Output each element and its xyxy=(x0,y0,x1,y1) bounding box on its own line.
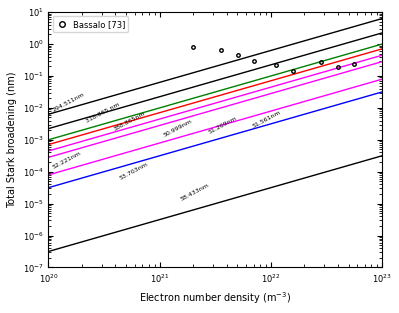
Text: 51.561nm: 51.561nm xyxy=(252,110,282,129)
Text: 318.865 nm: 318.865 nm xyxy=(85,102,120,124)
Text: 51.209nm: 51.209nm xyxy=(207,116,238,135)
X-axis label: Electron number density (m$^{-3}$): Electron number density (m$^{-3}$) xyxy=(139,290,291,306)
Legend: Bassalo [73]: Bassalo [73] xyxy=(53,16,128,32)
Text: 388.865nm: 388.865nm xyxy=(113,111,146,132)
Y-axis label: Total Stark broadening (nm): Total Stark broadening (nm) xyxy=(7,72,17,208)
Text: 53.703nm: 53.703nm xyxy=(119,162,149,181)
Text: 294.511nm: 294.511nm xyxy=(51,91,85,113)
Text: 50.999nm: 50.999nm xyxy=(163,119,194,138)
Text: 58.433nm: 58.433nm xyxy=(180,183,210,202)
Text: 52.221nm: 52.221nm xyxy=(51,151,82,170)
